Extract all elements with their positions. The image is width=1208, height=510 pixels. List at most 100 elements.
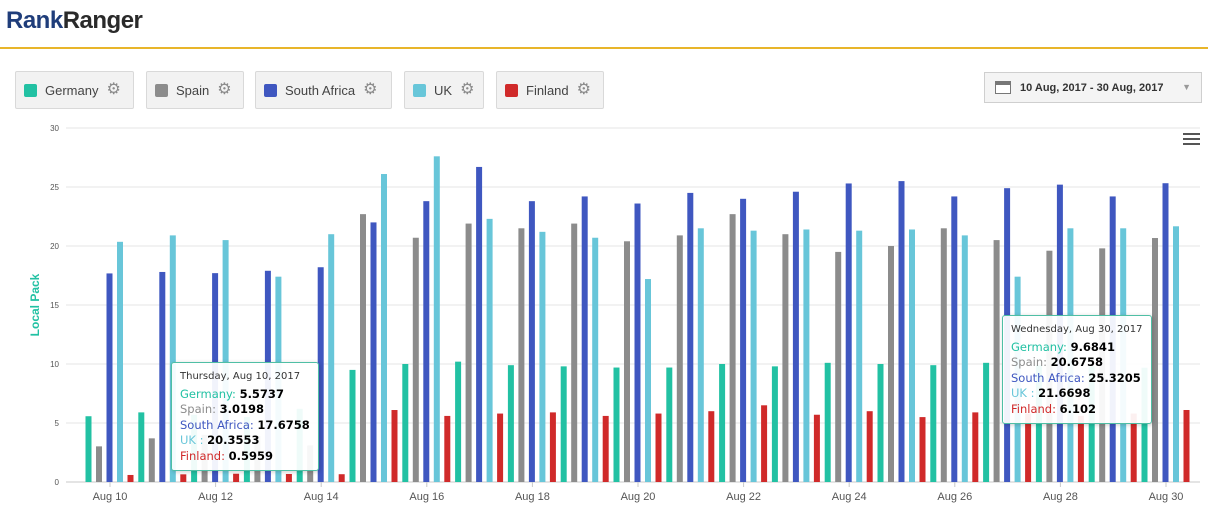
bar-spain[interactable] (1152, 238, 1158, 482)
gear-icon[interactable]: ⚙ (217, 81, 232, 98)
bar-germany[interactable] (138, 412, 145, 482)
bar-spain[interactable] (729, 214, 736, 482)
legend-chip-finland[interactable]: Finland ⚙ (496, 71, 604, 109)
bar-germany[interactable] (877, 364, 884, 482)
bar-germany[interactable] (1141, 367, 1148, 482)
bar-spain[interactable] (888, 246, 894, 482)
bar-germany[interactable] (771, 366, 778, 482)
bar-south-africa[interactable] (528, 201, 535, 482)
bar-finland[interactable] (655, 413, 662, 482)
bar-spain[interactable] (96, 446, 102, 482)
bar-finland[interactable] (180, 474, 187, 482)
gear-icon[interactable]: ⚙ (576, 81, 591, 98)
date-range-picker[interactable]: 10 Aug, 2017 - 30 Aug, 2017 ▼ (984, 72, 1202, 103)
bar-south-africa[interactable] (740, 198, 747, 483)
legend-chip-uk[interactable]: UK ⚙ (404, 71, 484, 109)
gear-icon[interactable]: ⚙ (106, 81, 121, 98)
bar-south-africa[interactable] (687, 192, 694, 482)
bar-finland[interactable] (1077, 415, 1084, 482)
bar-germany[interactable] (507, 365, 514, 482)
bar-spain[interactable] (993, 240, 1000, 482)
bar-spain[interactable] (571, 223, 578, 482)
bar-spain[interactable] (782, 234, 789, 482)
bar-uk[interactable] (328, 234, 335, 482)
bar-finland[interactable] (761, 405, 768, 482)
bar-germany[interactable] (613, 367, 620, 482)
bar-south-africa[interactable] (476, 166, 483, 482)
bar-uk[interactable] (592, 237, 599, 482)
bar-uk[interactable] (750, 230, 757, 482)
bar-uk[interactable] (856, 230, 863, 482)
bar-germany[interactable] (1088, 366, 1095, 482)
bar-uk[interactable] (222, 240, 229, 482)
bar-germany[interactable] (983, 362, 990, 482)
bar-uk[interactable] (909, 229, 915, 482)
bar-spain[interactable] (518, 228, 525, 482)
bar-uk[interactable] (803, 229, 810, 482)
bar-germany[interactable] (719, 364, 726, 482)
bar-finland[interactable] (338, 474, 345, 482)
legend-chip-south-africa[interactable]: South Africa ⚙ (255, 71, 392, 109)
bar-germany[interactable] (666, 367, 673, 482)
bar-finland[interactable] (285, 473, 292, 482)
bar-uk[interactable] (381, 174, 387, 482)
legend-chip-spain[interactable]: Spain ⚙ (146, 71, 244, 109)
bar-germany[interactable] (455, 361, 462, 482)
bar-spain[interactable] (940, 228, 947, 482)
bar-uk[interactable] (697, 228, 704, 482)
bar-germany[interactable] (824, 362, 831, 482)
bar-spain[interactable] (624, 241, 630, 482)
bar-spain[interactable] (148, 438, 155, 482)
bar-uk[interactable] (433, 156, 440, 482)
bar-south-africa[interactable] (845, 183, 852, 482)
bar-finland[interactable] (919, 417, 926, 482)
bar-finland[interactable] (233, 473, 240, 482)
bar-spain[interactable] (835, 251, 842, 482)
bar-uk[interactable] (1173, 226, 1179, 482)
bar-uk[interactable] (645, 279, 651, 482)
bar-south-africa[interactable] (898, 181, 905, 482)
bar-finland[interactable] (1130, 413, 1137, 482)
gear-icon[interactable]: ⚙ (363, 81, 378, 98)
bar-uk[interactable] (539, 231, 546, 482)
bar-finland[interactable] (127, 474, 134, 482)
bar-south-africa[interactable] (370, 222, 377, 482)
bar-finland[interactable] (1183, 409, 1190, 482)
bar-spain[interactable] (412, 237, 419, 482)
bar-finland[interactable] (972, 412, 979, 482)
bar-south-africa[interactable] (423, 201, 430, 482)
bar-finland[interactable] (549, 412, 556, 482)
bar-uk[interactable] (117, 241, 123, 482)
bar-spain[interactable] (360, 214, 366, 482)
bar-finland[interactable] (391, 410, 398, 482)
bar-uk[interactable] (961, 235, 968, 482)
bar-south-africa[interactable] (106, 273, 113, 482)
bar-germany[interactable] (85, 416, 92, 482)
bar-south-africa[interactable] (581, 196, 588, 482)
bar-germany[interactable] (930, 365, 937, 482)
bar-uk[interactable] (169, 235, 176, 482)
bar-south-africa[interactable] (951, 196, 958, 482)
bar-finland[interactable] (602, 415, 609, 482)
bar-south-africa[interactable] (634, 203, 641, 482)
hamburger-menu-icon[interactable] (1183, 133, 1200, 146)
bar-uk[interactable] (486, 218, 493, 483)
bar-germany[interactable] (402, 364, 409, 482)
bar-germany[interactable] (560, 366, 567, 482)
bar-south-africa[interactable] (792, 191, 799, 482)
bar-finland[interactable] (866, 411, 873, 482)
bar-finland[interactable] (444, 415, 451, 482)
bar-finland[interactable] (813, 414, 820, 482)
bar-finland[interactable] (708, 411, 715, 482)
bar-south-africa[interactable] (1162, 183, 1169, 482)
bar-spain[interactable] (465, 223, 472, 482)
bar-germany[interactable] (349, 369, 356, 482)
bar-south-africa[interactable] (159, 271, 166, 482)
gear-icon[interactable]: ⚙ (460, 81, 475, 98)
bar-finland[interactable] (497, 413, 504, 482)
bar-south-africa[interactable] (317, 267, 324, 482)
legend-chip-germany[interactable]: Germany ⚙ (15, 71, 134, 109)
bar-spain[interactable] (676, 235, 683, 482)
rankranger-logo[interactable]: RankRanger (6, 7, 143, 35)
bar-finland[interactable] (1025, 413, 1032, 482)
